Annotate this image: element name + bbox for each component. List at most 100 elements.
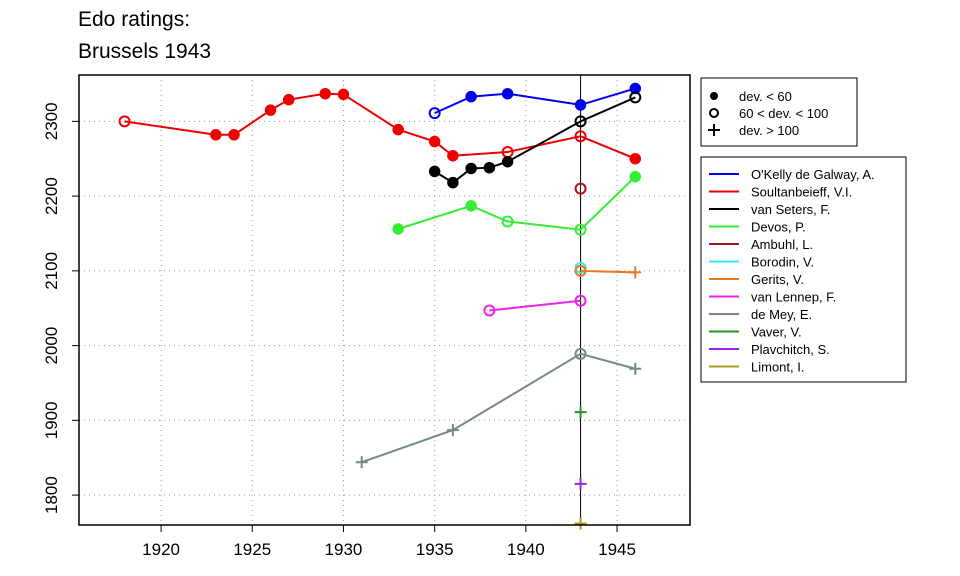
data-point <box>629 170 642 183</box>
data-point <box>574 182 587 195</box>
series-line <box>489 299 581 312</box>
x-axis: 1920 1925 1930 1935 1940 1945 <box>142 525 636 559</box>
data-point <box>446 424 459 437</box>
data-point <box>629 362 642 375</box>
y-tick-label: 2100 <box>42 252 61 290</box>
data-point <box>574 115 587 128</box>
legend-marker-open <box>709 108 719 118</box>
data-point <box>337 88 350 101</box>
y-tick-label: 1800 <box>42 476 61 514</box>
data-point <box>629 152 642 165</box>
series-line <box>434 96 636 184</box>
data-point <box>574 294 587 307</box>
series-9 <box>574 406 587 419</box>
series-line <box>124 92 636 160</box>
data-point <box>501 215 514 228</box>
legend-marker-filled <box>710 92 718 100</box>
series-legend-label: Plavchitch, S. <box>751 342 830 357</box>
y-tick-label: 2000 <box>42 327 61 365</box>
marker-legend-label: dev. > 100 <box>739 123 799 138</box>
data-point <box>392 223 404 235</box>
data-point <box>465 162 477 175</box>
data-point <box>319 87 331 100</box>
y-tick-label: 2300 <box>42 102 61 140</box>
data-point <box>483 304 496 317</box>
data-point <box>282 93 295 106</box>
series-legend-label: Soultanbeieff, V.I. <box>751 185 852 200</box>
y-tick-label: 2200 <box>42 177 61 215</box>
series-legend-label: Ambuhl, L. <box>751 237 813 252</box>
y-tick-label: 1900 <box>42 401 61 439</box>
data-point <box>447 149 459 162</box>
series-line <box>397 175 636 231</box>
plot-frame <box>78 74 691 526</box>
y-axis: 1800 1900 2000 2100 2200 2300 <box>42 102 79 514</box>
data-point <box>428 135 441 148</box>
data-point <box>428 107 441 120</box>
data-point <box>228 129 240 141</box>
data-point <box>392 123 404 136</box>
series-legend-label: van Seters, F. <box>751 202 830 217</box>
series-legend-label: Borodin, V. <box>751 255 814 270</box>
x-tick-label: 1940 <box>507 540 545 559</box>
data-point <box>447 176 459 189</box>
series-2 <box>428 91 642 189</box>
x-tick-label: 1920 <box>142 540 180 559</box>
x-tick-label: 1935 <box>416 540 454 559</box>
x-tick-label: 1925 <box>233 540 271 559</box>
marker-legend-box <box>700 77 858 147</box>
data-point <box>574 347 587 360</box>
chart-title-line-2: Brussels 1943 <box>78 40 212 63</box>
marker-legend: dev. < 60 60 < dev. < 100 dev. > 100 <box>700 77 858 147</box>
data-point <box>574 517 587 530</box>
data-point <box>574 264 587 277</box>
series-legend-label: Devos, P. <box>751 220 806 235</box>
series-6 <box>574 264 642 279</box>
data-point <box>264 104 277 116</box>
grid-lines <box>79 75 690 525</box>
legend-marker-plus <box>708 124 720 136</box>
x-tick-label: 1945 <box>598 540 636 559</box>
series-7 <box>483 294 587 317</box>
series-4 <box>574 182 587 195</box>
marker-legend-label: 60 < dev. < 100 <box>739 106 828 121</box>
data-point <box>210 129 222 141</box>
series-8 <box>355 347 642 469</box>
data-point <box>629 82 642 95</box>
chart-title-line-1: Edo ratings: <box>78 8 191 31</box>
series-legend-label: O'Kelly de Galway, A. <box>751 167 875 182</box>
data-point <box>574 130 587 143</box>
series-11 <box>574 517 587 530</box>
series-legend-label: Vaver, V. <box>751 325 802 340</box>
marker-legend-label: dev. < 60 <box>739 89 792 104</box>
series-line <box>434 87 636 115</box>
series-3 <box>392 170 642 236</box>
series-legend-box <box>700 156 907 383</box>
data-point <box>501 87 514 100</box>
data-point <box>574 223 587 236</box>
series-legend-label: van Lennep, F. <box>751 290 836 305</box>
data-point <box>118 115 131 128</box>
series-legend: O'Kelly de Galway, A. Soultanbeieff, V.I.… <box>700 156 907 383</box>
data-point <box>465 90 477 103</box>
series-line <box>361 352 636 464</box>
x-tick-label: 1930 <box>325 540 363 559</box>
series-line <box>580 269 636 274</box>
data-point <box>428 165 441 178</box>
series-legend-label: de Mey, E. <box>751 307 812 322</box>
data-point <box>483 161 496 174</box>
data-point <box>629 91 642 104</box>
data-point <box>355 456 368 469</box>
data-point <box>465 200 477 212</box>
series-group <box>118 82 642 530</box>
data-point <box>501 155 514 168</box>
series-1 <box>118 87 642 165</box>
data-point <box>629 266 642 279</box>
series-0 <box>428 82 642 120</box>
series-legend-label: Limont, I. <box>751 360 804 375</box>
data-point <box>574 477 587 490</box>
data-point <box>574 406 587 419</box>
data-point <box>574 99 587 111</box>
series-legend-label: Gerits, V. <box>751 272 804 287</box>
